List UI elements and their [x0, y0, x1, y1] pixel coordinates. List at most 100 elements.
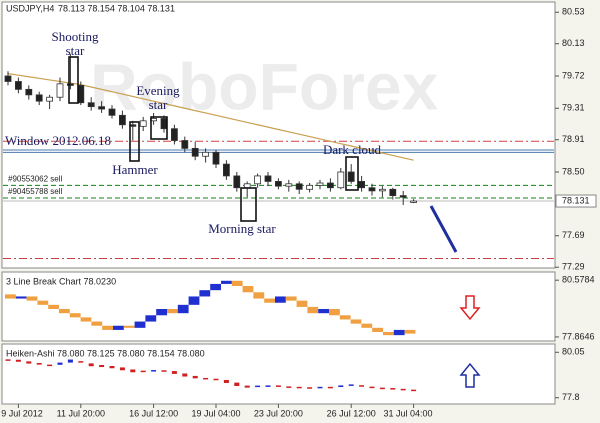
- candle-body: [35, 94, 43, 102]
- ha-candle: [203, 377, 209, 380]
- ha-candle: [286, 386, 292, 388]
- annotation: Window 2012.06.18: [5, 133, 111, 148]
- candle-body: [347, 171, 355, 182]
- y-tick-label: 78.91: [562, 134, 585, 144]
- brick: [113, 325, 124, 330]
- brick: [91, 321, 103, 326]
- ha-candle: [78, 361, 84, 363]
- ha-candle: [359, 385, 365, 387]
- candle-body: [160, 118, 168, 130]
- main-pane: [1, 1, 556, 269]
- chart-title: USDJPY,H4: [6, 3, 54, 13]
- y-tick-label: 77.29: [562, 262, 585, 272]
- brick: [275, 296, 286, 303]
- candle-body: [399, 195, 407, 198]
- brick: [134, 321, 146, 328]
- watermark: RoboForex: [90, 49, 439, 123]
- current-price-label: 78.131: [562, 195, 590, 205]
- ha-candle: [348, 384, 354, 386]
- ha-candle: [88, 363, 94, 367]
- candle-body: [337, 171, 345, 189]
- pattern-box: [345, 156, 359, 191]
- candle-body: [254, 175, 262, 185]
- brick: [383, 332, 394, 336]
- candle-body: [98, 106, 105, 110]
- candle-body: [316, 182, 324, 186]
- x-tick-label: 23 Jul 20:00: [254, 408, 303, 418]
- ha-candle: [338, 385, 344, 388]
- down-arrow: [459, 295, 481, 321]
- heiken-ashi-pane: [1, 343, 556, 405]
- ha-candle: [151, 370, 157, 372]
- candle-body: [222, 163, 230, 177]
- ha-candle: [379, 387, 385, 390]
- ha-candle: [130, 369, 136, 373]
- annotation: Evening: [136, 83, 180, 98]
- annotation: Hammer: [112, 162, 158, 177]
- candle-body: [67, 83, 74, 86]
- brick: [242, 286, 254, 293]
- x-tick-label: 31 Jul 04:00: [383, 408, 432, 418]
- y-tick-label: 80.05: [562, 347, 585, 357]
- forecast-arrow: [429, 205, 458, 253]
- candle-body: [25, 88, 33, 96]
- ha-candle: [99, 365, 105, 368]
- candle-body: [46, 96, 53, 102]
- brick: [253, 292, 265, 299]
- brick: [123, 325, 135, 328]
- x-tick-label: 11 Jul 20:00: [57, 408, 105, 418]
- pattern-box: [150, 116, 168, 140]
- candle-body: [264, 175, 272, 182]
- y-tick-label: 77.8646: [562, 331, 595, 341]
- pattern-box: [240, 187, 257, 222]
- ha-candle: [411, 389, 417, 392]
- moving-average: [7, 73, 414, 161]
- y-tick-label: 80.13: [562, 38, 585, 48]
- brick: [361, 323, 373, 328]
- candle-body: [202, 151, 210, 157]
- annotation: Dark cloud: [323, 142, 382, 157]
- ha-candle: [57, 362, 63, 365]
- ha-candle: [275, 385, 281, 387]
- pattern-box: [129, 121, 140, 162]
- candle-body: [119, 114, 126, 126]
- brick: [231, 280, 243, 287]
- annotation: Morning star: [208, 221, 276, 236]
- y-tick-label: 79.31: [562, 103, 585, 113]
- candle-body: [4, 75, 12, 82]
- brick: [296, 300, 308, 307]
- brick: [350, 319, 362, 324]
- brick: [156, 309, 167, 316]
- brick: [199, 290, 211, 297]
- candle-body: [358, 181, 366, 189]
- brick: [372, 327, 383, 333]
- candle-body: [306, 184, 314, 190]
- brick: [339, 315, 351, 320]
- annotation: star: [66, 43, 85, 58]
- ha-candle: [369, 386, 375, 389]
- ha-candle: [171, 371, 177, 374]
- x-tick-label: 16 Jul 12:00: [129, 408, 178, 418]
- ha-candle: [36, 362, 42, 365]
- up-arrow: [459, 362, 481, 388]
- brick: [5, 294, 16, 299]
- ha-candle: [161, 370, 167, 372]
- pane-title: 3 Line Break Chart 78.0230: [6, 276, 116, 286]
- ha-candle: [327, 386, 333, 389]
- ha-candle: [5, 359, 11, 361]
- ha-candle: [47, 364, 53, 367]
- brick: [102, 325, 113, 330]
- brick: [177, 304, 189, 314]
- ha-candle: [317, 386, 323, 389]
- ha-candle: [182, 373, 188, 377]
- level-label: #90455788 sell: [8, 187, 62, 196]
- brick: [404, 329, 416, 334]
- candle-body: [410, 200, 418, 203]
- x-tick-label: 19 Jul 04:00: [191, 408, 240, 418]
- ha-candle: [67, 359, 73, 363]
- ha-candle: [26, 361, 32, 364]
- brick: [264, 298, 275, 303]
- y-tick-label: 77.69: [562, 230, 585, 240]
- ha-candle: [213, 378, 219, 381]
- ohlc-label: 78.113 78.154 78.104 78.131: [58, 3, 175, 13]
